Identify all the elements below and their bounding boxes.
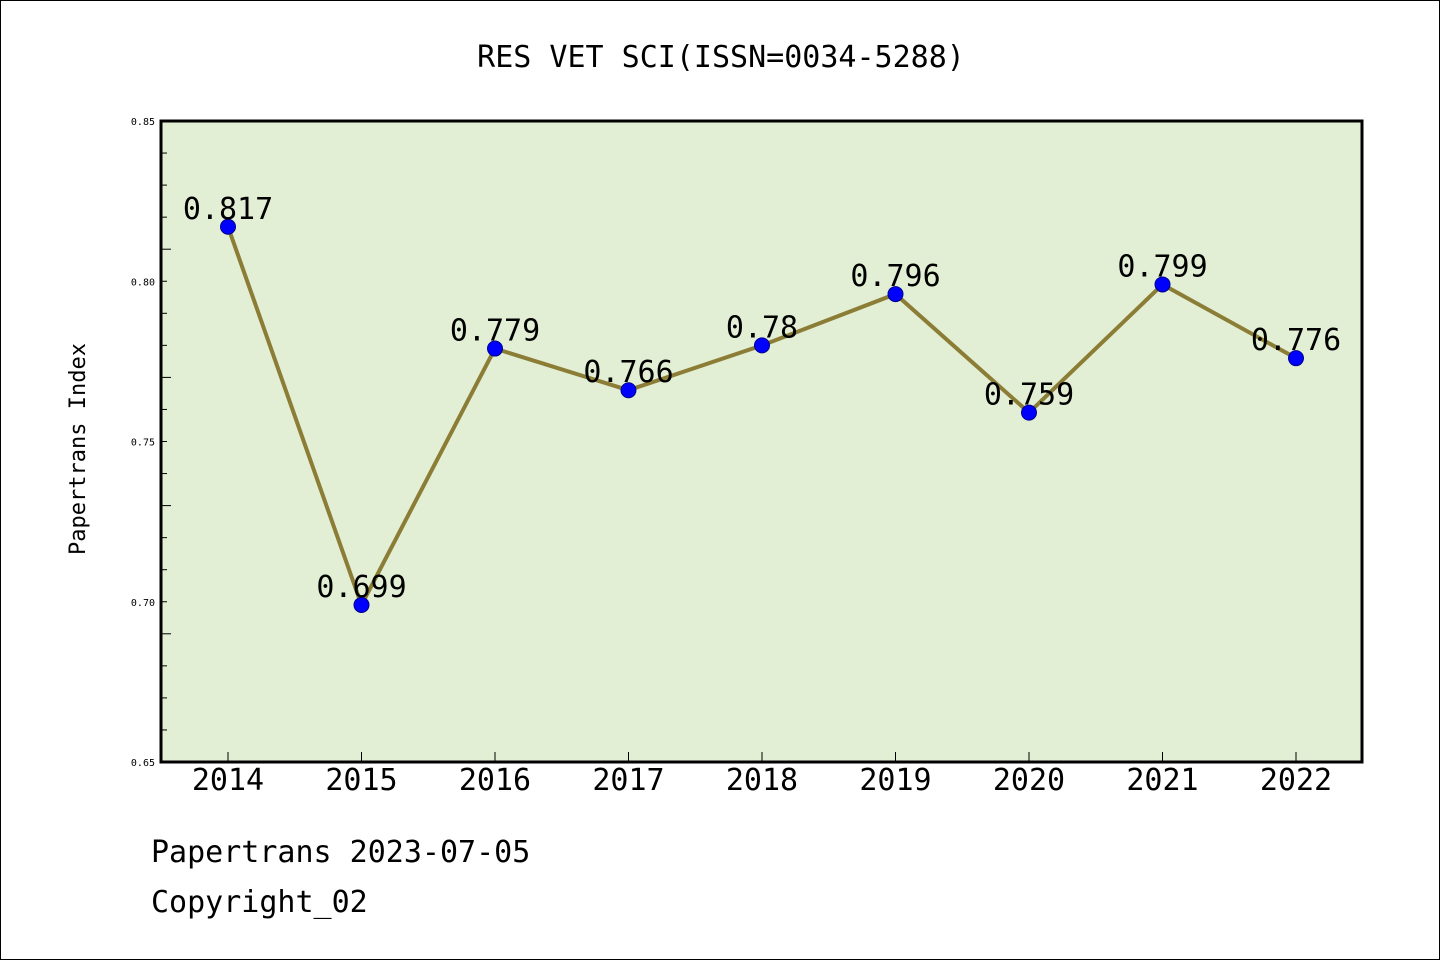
data-point [1288,350,1304,367]
data-label: 0.759 [984,378,1074,413]
x-tick-label: 2018 [726,763,798,798]
y-tick-label: 0.85 [131,117,155,128]
x-tick-label: 2020 [993,763,1065,798]
data-label: 0.766 [583,355,673,390]
data-point [1021,404,1037,421]
y-tick-label: 0.70 [131,598,155,609]
data-point [754,337,770,354]
data-label: 0.779 [450,314,540,349]
y-tick-label: 0.80 [131,277,155,288]
x-axis: 2014 2015 2016 2017 2018 2019 2020 2021 2022 [192,752,1332,798]
data-label: 0.699 [316,570,406,605]
data-label: 0.776 [1251,323,1341,358]
data-point [353,596,370,613]
data-point [620,382,637,399]
x-tick-label: 2014 [192,763,264,798]
chart-title: RES VET SCI(ISSN=0034-5288) [477,40,965,75]
data-label: 0.796 [850,259,940,294]
x-tick-label: 2019 [859,763,931,798]
footer-copyright: Copyright_02 [151,885,368,920]
data-labels: 0.817 0.699 0.779 0.766 0.78 0.796 0.759 0.799 0… [183,192,1341,605]
data-point [887,286,904,303]
plot-area [159,119,1364,764]
data-label: 0.817 [183,192,273,227]
footer-date: Papertrans 2023-07-05 [151,835,531,870]
data-point [220,218,236,235]
y-tick-label: 0.65 [131,758,155,769]
data-markers [220,218,1304,613]
y-tick-label: 0.75 [131,438,155,449]
x-tick-label: 2022 [1260,763,1332,798]
data-point [487,340,503,357]
x-tick-label: 2015 [325,763,397,798]
y-axis-label: Papertrans Index [66,343,91,555]
x-tick-label: 2021 [1126,763,1198,798]
x-tick-label: 2017 [592,763,664,798]
data-point [1154,276,1171,293]
y-axis: 0.65 0.70 0.75 0.80 0.85 [131,117,171,769]
x-tick-label: 2016 [459,763,531,798]
data-label: 0.78 [726,310,798,345]
data-label: 0.799 [1117,249,1207,284]
